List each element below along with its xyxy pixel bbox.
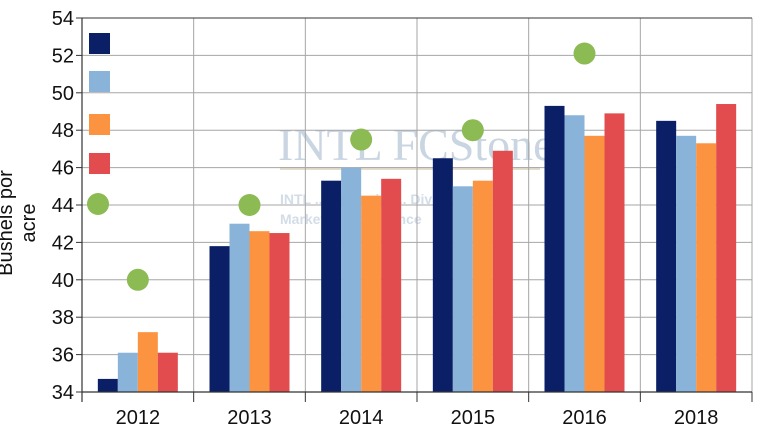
legend-marker: [87, 193, 109, 215]
bar: [452, 186, 473, 392]
x-tick-label: 2013: [227, 407, 272, 429]
data-point: [238, 194, 261, 216]
bar: [584, 135, 605, 392]
bar: [209, 246, 230, 392]
watermark-rule: [280, 167, 540, 170]
legend-marker: [89, 153, 110, 174]
y-tick-label: 42: [52, 232, 74, 254]
y-tick-label: 44: [52, 195, 74, 217]
bar: [604, 113, 625, 393]
bar: [321, 180, 342, 392]
y-tick-label: 36: [52, 345, 74, 367]
x-tick-label: 2018: [674, 407, 719, 429]
bar: [137, 332, 158, 392]
bar: [361, 195, 382, 392]
x-tick-label: 2014: [339, 407, 384, 429]
y-tick-label: 46: [52, 158, 74, 180]
data-point: [126, 268, 149, 291]
y-tick-label: 54: [52, 8, 74, 30]
y-tick-label: 52: [52, 45, 74, 67]
bar: [97, 378, 118, 392]
bar: [544, 105, 565, 392]
bar: [229, 223, 250, 392]
legend-marker: [89, 33, 110, 54]
y-axis-label: Bushels por acre: [0, 170, 40, 276]
bar: [676, 135, 697, 392]
bar: [696, 143, 717, 392]
data-point: [573, 42, 596, 65]
y-tick-label: 38: [52, 307, 74, 329]
bar: [249, 231, 270, 392]
x-tick-label: 2012: [116, 407, 161, 429]
legend-marker: [89, 114, 110, 135]
y-tick-label: 34: [52, 382, 74, 404]
legend-marker: [89, 71, 110, 92]
data-point: [350, 128, 373, 151]
bar: [564, 115, 585, 393]
bar: [157, 352, 178, 392]
bar: [492, 150, 513, 392]
bar: [716, 104, 737, 393]
bar: [381, 178, 402, 392]
x-tick-label: 2016: [562, 407, 607, 429]
y-tick-label: 40: [52, 270, 74, 292]
bar: [432, 158, 453, 392]
y-tick-label: 48: [52, 120, 74, 142]
bar: [656, 120, 677, 392]
x-tick-label: 2015: [451, 407, 496, 429]
bar: [341, 167, 362, 392]
bar: [472, 180, 493, 392]
bar: [269, 233, 290, 392]
y-tick-label: 50: [52, 83, 74, 105]
data-point: [461, 119, 484, 142]
bar: [117, 352, 138, 392]
